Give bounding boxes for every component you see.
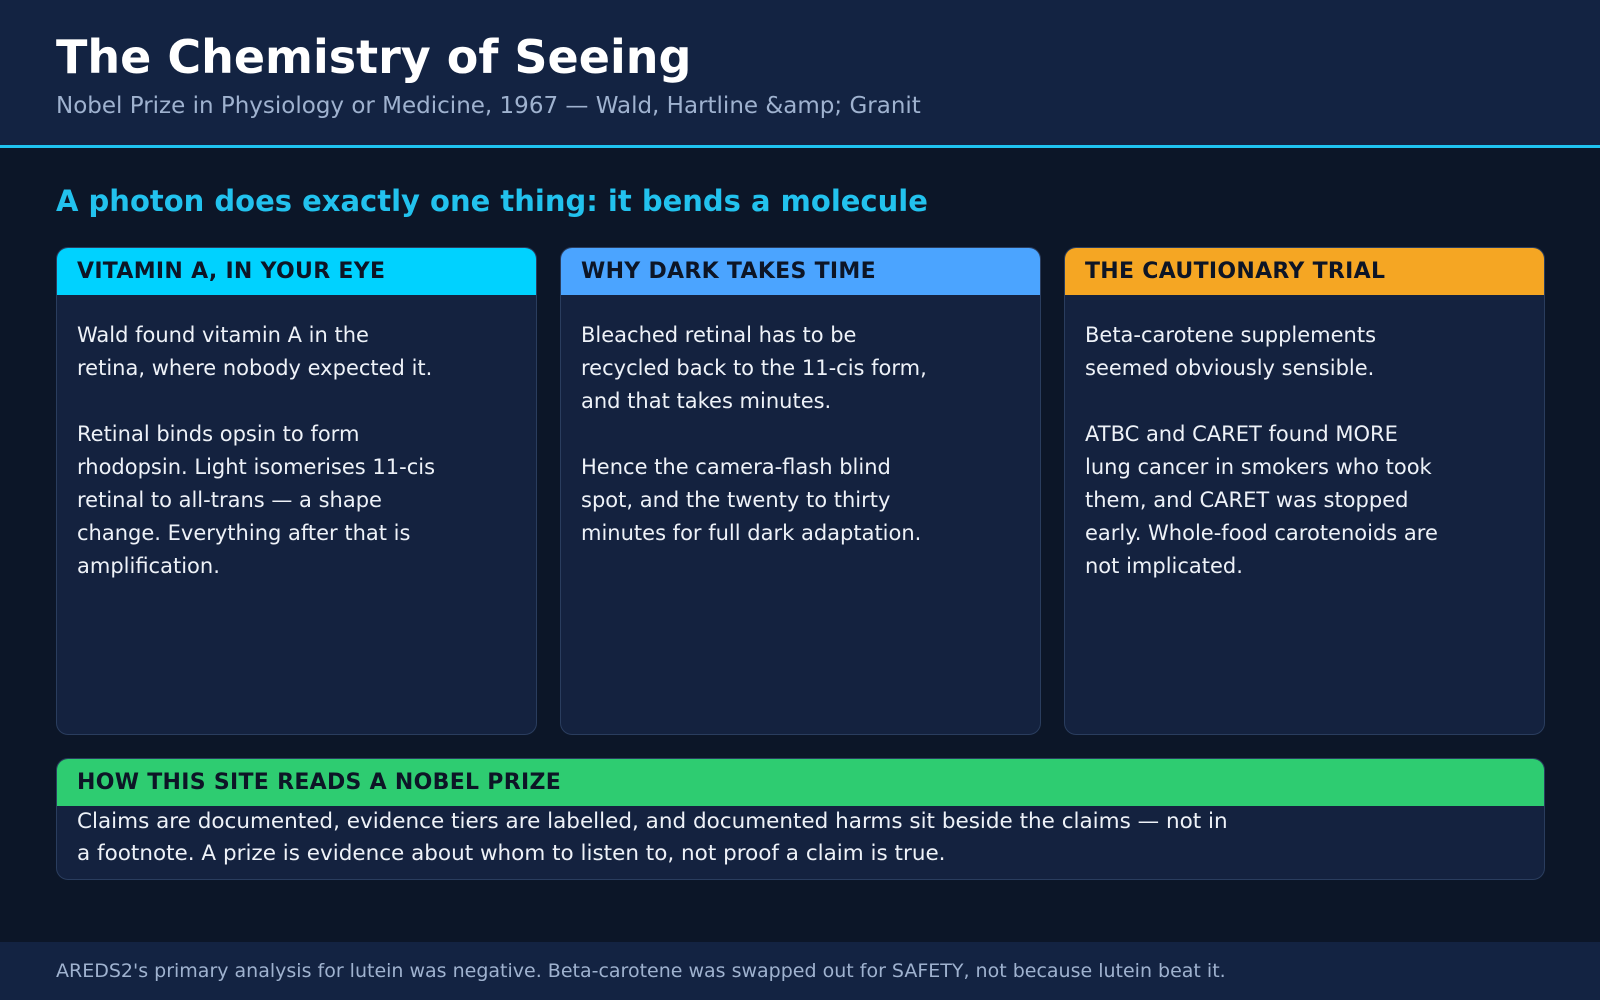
card-paragraph: Hence the camera-flash blind spot, and t… (581, 455, 922, 545)
card-paragraph: Bleached retinal has to be recycled back… (581, 323, 927, 413)
card-vitamin-a-header: VITAMIN A, IN YOUR EYE (57, 248, 536, 295)
card-cautionary-trial-header: THE CAUTIONARY TRIAL (1065, 248, 1544, 295)
summary-card-text: Claims are documented, evidence tiers ar… (77, 809, 1228, 866)
card-paragraph: Retinal binds opsin to form rhodopsin. L… (77, 422, 436, 578)
card-dark-adaptation: WHY DARK TAKES TIME Bleached retinal has… (560, 247, 1041, 735)
card-cautionary-trial: THE CAUTIONARY TRIAL Beta-carotene suppl… (1064, 247, 1545, 735)
page-subtitle: Nobel Prize in Physiology or Medicine, 1… (56, 93, 921, 119)
card-cautionary-trial-body: Beta-carotene supplements seemed obvious… (1065, 295, 1465, 583)
page-footer: AREDS2's primary analysis for lutein was… (0, 942, 1600, 1000)
page-title: The Chemistry of Seeing (56, 30, 692, 84)
footer-note: AREDS2's primary analysis for lutein was… (56, 960, 1226, 982)
card-dark-adaptation-body: Bleached retinal has to be recycled back… (561, 295, 961, 550)
card-paragraph: ATBC and CARET found MORE lung cancer in… (1085, 422, 1438, 578)
card-paragraph: Beta-carotene supplements seemed obvious… (1085, 323, 1377, 380)
card-dark-adaptation-header: WHY DARK TAKES TIME (561, 248, 1040, 295)
page-header: The Chemistry of Seeing Nobel Prize in P… (0, 0, 1600, 148)
card-paragraph: Wald found vitamin A in the retina, wher… (77, 323, 433, 380)
section-headline: A photon does exactly one thing: it bend… (56, 184, 928, 218)
card-vitamin-a-body: Wald found vitamin A in the retina, wher… (57, 295, 457, 583)
card-vitamin-a: VITAMIN A, IN YOUR EYE Wald found vitami… (56, 247, 537, 735)
summary-card-header: HOW THIS SITE READS A NOBEL PRIZE (57, 759, 1544, 806)
summary-card: HOW THIS SITE READS A NOBEL PRIZE Claims… (56, 758, 1545, 880)
